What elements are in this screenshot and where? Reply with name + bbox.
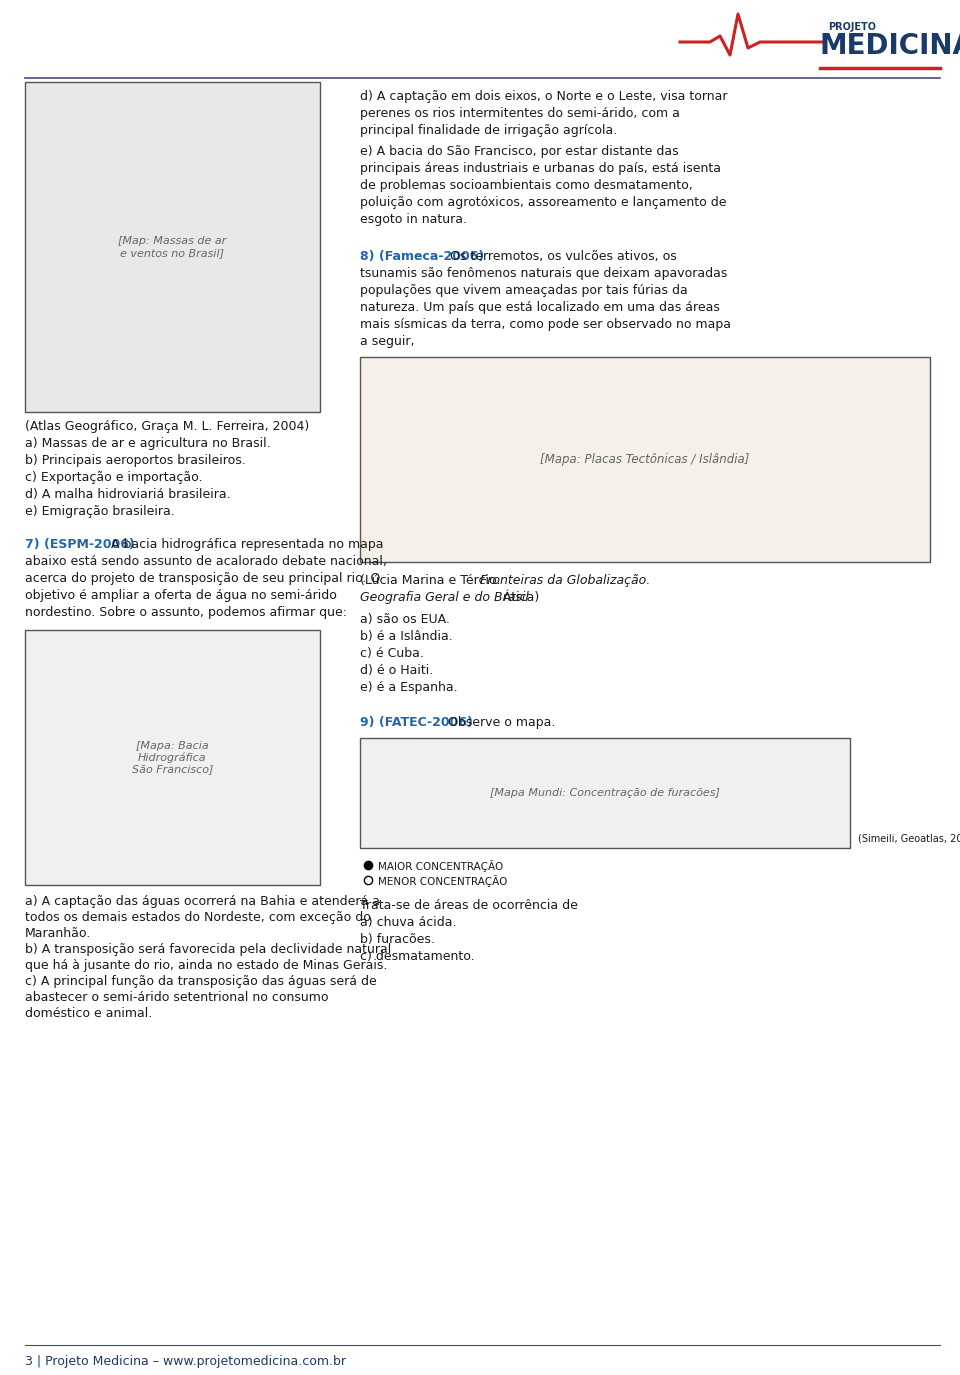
Text: poluição com agrotóxicos, assoreamento e lançamento de: poluição com agrotóxicos, assoreamento e… bbox=[360, 197, 727, 209]
Text: perenes os rios intermitentes do semi-árido, com a: perenes os rios intermitentes do semi-ár… bbox=[360, 107, 680, 120]
Text: 8) (Fameca-2006): 8) (Fameca-2006) bbox=[360, 250, 484, 263]
Text: acerca do projeto de transposição de seu principal rio. O: acerca do projeto de transposição de seu… bbox=[25, 572, 380, 584]
Text: b) Principais aeroportos brasileiros.: b) Principais aeroportos brasileiros. bbox=[25, 454, 246, 468]
Text: principais áreas industriais e urbanas do país, está isenta: principais áreas industriais e urbanas d… bbox=[360, 162, 721, 175]
Text: d) A captação em dois eixos, o Norte e o Leste, visa tornar: d) A captação em dois eixos, o Norte e o… bbox=[360, 89, 728, 103]
Text: d) A malha hidroviariá brasileira.: d) A malha hidroviariá brasileira. bbox=[25, 488, 230, 500]
Text: a) A captação das águas ocorrerá na Bahia e atenderá a: a) A captação das águas ocorrerá na Bahi… bbox=[25, 895, 380, 908]
Text: PROJETO: PROJETO bbox=[828, 22, 876, 32]
Text: a seguir,: a seguir, bbox=[360, 336, 415, 348]
Text: [Map: Massas de ar
e ventos no Brasil]: [Map: Massas de ar e ventos no Brasil] bbox=[118, 236, 227, 257]
Text: Geografia Geral e do Brasil: Geografia Geral e do Brasil bbox=[360, 591, 529, 604]
Text: 7) (ESPM-2006): 7) (ESPM-2006) bbox=[25, 538, 134, 551]
Text: de problemas socioambientais como desmatamento,: de problemas socioambientais como desmat… bbox=[360, 179, 693, 192]
Text: 9) (FATEC-2006): 9) (FATEC-2006) bbox=[360, 716, 473, 729]
Text: e) Emigração brasileira.: e) Emigração brasileira. bbox=[25, 505, 175, 518]
Text: nordestino. Sobre o assunto, podemos afirmar que:: nordestino. Sobre o assunto, podemos afi… bbox=[25, 606, 347, 619]
Text: c) A principal função da transposição das águas será de: c) A principal função da transposição da… bbox=[25, 975, 376, 989]
Text: esgoto in natura.: esgoto in natura. bbox=[360, 213, 467, 226]
Text: abaixo está sendo assunto de acalorado debate nacional,: abaixo está sendo assunto de acalorado d… bbox=[25, 556, 387, 568]
Bar bbox=[360, 738, 850, 848]
Text: A bacia hidrográfica representada no mapa: A bacia hidrográfica representada no map… bbox=[111, 538, 383, 551]
Text: 3 | Projeto Medicina – www.projetomedicina.com.br: 3 | Projeto Medicina – www.projetomedici… bbox=[25, 1354, 346, 1368]
Text: c) Exportação e importação.: c) Exportação e importação. bbox=[25, 472, 203, 484]
Text: e) A bacia do São Francisco, por estar distante das: e) A bacia do São Francisco, por estar d… bbox=[360, 144, 679, 158]
Text: MAIOR CONCENTRAÇÃO: MAIOR CONCENTRAÇÃO bbox=[378, 859, 503, 872]
Text: abastecer o semi-árido setentrional no consumo: abastecer o semi-árido setentrional no c… bbox=[25, 991, 328, 1004]
Text: tsunamis são fenômenos naturais que deixam apavoradas: tsunamis são fenômenos naturais que deix… bbox=[360, 267, 728, 280]
Text: b) A transposição será favorecida pela declividade natural: b) A transposição será favorecida pela d… bbox=[25, 943, 392, 956]
Text: mais sísmicas da terra, como pode ser observado no mapa: mais sísmicas da terra, como pode ser ob… bbox=[360, 318, 731, 331]
Text: e) é a Espanha.: e) é a Espanha. bbox=[360, 681, 458, 694]
Text: populações que vivem ameaçadas por tais fúrias da: populações que vivem ameaçadas por tais … bbox=[360, 285, 687, 297]
Text: natureza. Um país que está localizado em uma das áreas: natureza. Um país que está localizado em… bbox=[360, 301, 720, 314]
Text: Trata-se de áreas de ocorrência de: Trata-se de áreas de ocorrência de bbox=[360, 899, 578, 912]
Text: b) furacões.: b) furacões. bbox=[360, 934, 435, 946]
Bar bbox=[360, 358, 930, 562]
Text: Maranhão.: Maranhão. bbox=[25, 927, 91, 941]
Text: todos os demais estados do Nordeste, com exceção do: todos os demais estados do Nordeste, com… bbox=[25, 912, 371, 924]
Text: a) chuva ácida.: a) chuva ácida. bbox=[360, 916, 457, 930]
Text: Os terremotos, os vulcões ativos, os: Os terremotos, os vulcões ativos, os bbox=[449, 250, 677, 263]
Text: objetivo é ampliar a oferta de água no semi-árido: objetivo é ampliar a oferta de água no s… bbox=[25, 588, 337, 602]
Text: c) é Cuba.: c) é Cuba. bbox=[360, 648, 424, 660]
Text: MEDICINA: MEDICINA bbox=[820, 32, 960, 60]
Text: b) é a Islândia.: b) é a Islândia. bbox=[360, 630, 453, 644]
Text: [Mapa: Bacia
Hidrográfica
São Francisco]: [Mapa: Bacia Hidrográfica São Francisco] bbox=[132, 741, 213, 774]
Text: (Simeili, Geoatlas, 2004.): (Simeili, Geoatlas, 2004.) bbox=[858, 833, 960, 843]
Bar bbox=[25, 630, 320, 886]
Text: a) Massas de ar e agricultura no Brasil.: a) Massas de ar e agricultura no Brasil. bbox=[25, 437, 271, 450]
Text: a) são os EUA.: a) são os EUA. bbox=[360, 613, 450, 626]
Text: principal finalidade de irrigação agrícola.: principal finalidade de irrigação agríco… bbox=[360, 124, 617, 138]
Text: (Lúcia Marina e Tércio.: (Lúcia Marina e Tércio. bbox=[360, 573, 504, 587]
Bar bbox=[25, 82, 320, 412]
Text: Observe o mapa.: Observe o mapa. bbox=[444, 716, 556, 729]
Text: [Mapa: Placas Tectônicas / Islândia]: [Mapa: Placas Tectônicas / Islândia] bbox=[540, 452, 750, 466]
Text: MENOR CONCENTRAÇÃO: MENOR CONCENTRAÇÃO bbox=[378, 874, 508, 887]
Text: [Mapa Mundi: Concentração de furacões]: [Mapa Mundi: Concentração de furacões] bbox=[490, 788, 720, 797]
Text: (Atlas Geográfico, Graça M. L. Ferreira, 2004): (Atlas Geográfico, Graça M. L. Ferreira,… bbox=[25, 419, 309, 433]
Text: Fronteiras da Globalização.: Fronteiras da Globalização. bbox=[480, 573, 650, 587]
Text: que há à jusante do rio, ainda no estado de Minas Gerais.: que há à jusante do rio, ainda no estado… bbox=[25, 958, 388, 972]
Text: d) é o Haiti.: d) é o Haiti. bbox=[360, 664, 433, 676]
Text: c) desmatamento.: c) desmatamento. bbox=[360, 950, 474, 962]
Text: . Ática): . Ática) bbox=[495, 591, 540, 604]
Text: doméstico e animal.: doméstico e animal. bbox=[25, 1006, 153, 1020]
